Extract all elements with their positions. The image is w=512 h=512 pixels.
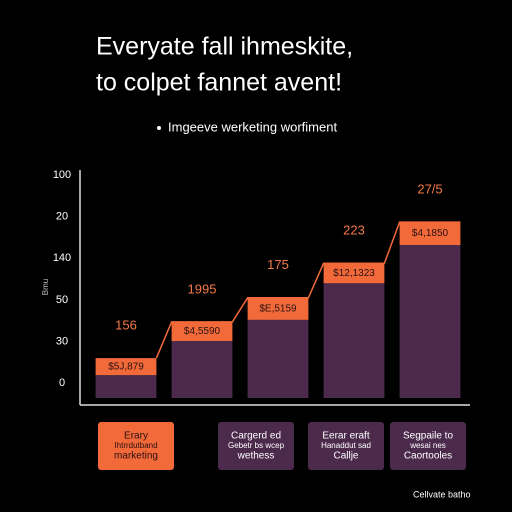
y-tick-label: 100 (53, 169, 71, 181)
annotation-text: Eerar eraft (322, 431, 369, 442)
bar-value-label: $4,5590 (184, 326, 221, 337)
annotation-text: Erary (124, 431, 148, 442)
annotation-text: Caortooles (404, 451, 452, 462)
bar-value-label: $12,1323 (333, 268, 375, 279)
annotation-text: Hanaddut sad (321, 441, 371, 450)
annotation-text: Gebetr bs wcep (228, 441, 285, 450)
bar-segment (399, 245, 461, 398)
annotation-text: wethess (237, 451, 275, 462)
bar-segment (171, 321, 233, 342)
legend-label: Imgeeve werketing worfiment (168, 119, 337, 134)
bar-value-label: $5J,879 (108, 361, 144, 372)
annotation-text: marketing (114, 451, 158, 462)
bar-segment (247, 319, 309, 398)
annotation-box (308, 422, 384, 470)
annotation-text: wesai nes (409, 441, 446, 450)
y-tick-label: 20 (56, 211, 68, 223)
annotation-box (390, 422, 466, 470)
annotation-box (98, 422, 174, 470)
top-label: 223 (343, 223, 365, 238)
y-tick-label: 30 (56, 335, 68, 347)
trend-line (155, 221, 461, 359)
chart-title: Everyate fall ihmeskite, (96, 33, 353, 61)
top-label: 156 (115, 318, 137, 333)
bar-segment (323, 263, 385, 284)
y-tick-label: 50 (56, 294, 68, 306)
bar-value-label: $E,5159 (259, 303, 297, 314)
bar-segment (399, 222, 461, 246)
top-label: 1995 (188, 281, 217, 296)
bar-segment (95, 375, 157, 398)
annotation-text: Segpaile to (403, 431, 453, 442)
legend-marker (157, 126, 161, 130)
bar-segment (171, 341, 233, 398)
top-label: 27/5 (417, 182, 442, 197)
footer: Cellvate batho (413, 489, 471, 499)
bar-segment (247, 297, 309, 320)
chart-title: to colpet fannet avent! (96, 69, 342, 97)
y-tick-label: 140 (53, 252, 71, 264)
annotation-box (218, 422, 294, 470)
bar-segment (95, 358, 157, 376)
top-label: 175 (267, 257, 289, 272)
bar-value-label: $4,1850 (412, 228, 449, 239)
annotation-text: Callje (333, 451, 358, 462)
bar-segment (323, 283, 385, 398)
y-tick-label: 0 (59, 377, 65, 389)
annotation-text: Ihtrrdutband (114, 441, 157, 450)
annotation-text: Cargerd ed (231, 431, 281, 442)
y-axis-label: Bmu (41, 279, 50, 295)
